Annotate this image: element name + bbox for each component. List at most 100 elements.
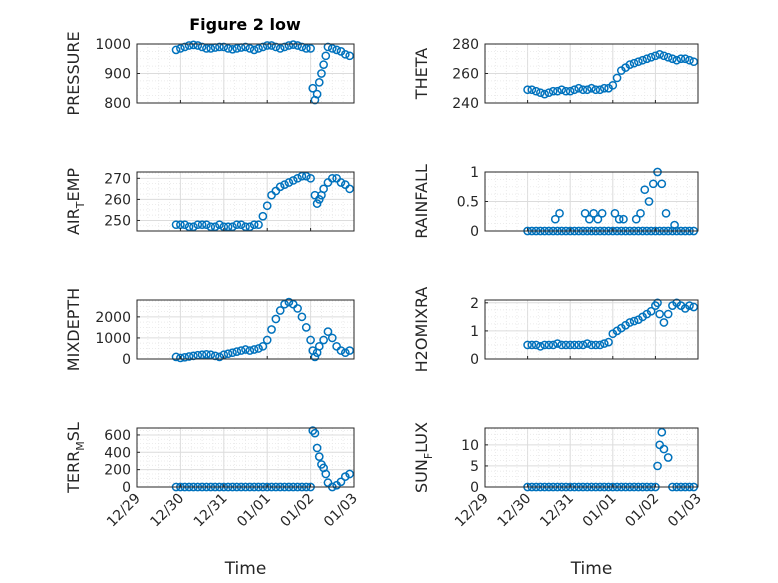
- data-point: [215, 352, 224, 362]
- data-point: [634, 57, 643, 67]
- x-tick-label: 01/01: [234, 491, 274, 531]
- data-point: [236, 220, 246, 230]
- data-point: [280, 180, 289, 189]
- data-point: [646, 306, 656, 316]
- data-point: [668, 54, 677, 64]
- data-point: [574, 340, 584, 350]
- data-point: [206, 350, 216, 360]
- y-axis-label: MIXDEPTH: [64, 288, 83, 371]
- data-point: [536, 88, 545, 98]
- data-point: [544, 340, 554, 350]
- y-tick-label: 0: [122, 480, 131, 496]
- data-point: [636, 208, 645, 218]
- y-axis-label: TERRMSL: [64, 422, 87, 494]
- x-axis-label: Time: [224, 559, 267, 579]
- data-point: [548, 86, 558, 96]
- data-point: [587, 340, 596, 350]
- data-point: [574, 83, 584, 93]
- data-point: [599, 339, 609, 348]
- data-point: [180, 352, 190, 362]
- data-point: [323, 327, 333, 336]
- data-point: [599, 83, 609, 93]
- data-point: [202, 44, 211, 53]
- data-point: [262, 201, 272, 211]
- y-axis-label: AIRTEMP: [64, 168, 87, 235]
- data-point: [189, 40, 198, 50]
- data-point: [249, 45, 259, 55]
- y-tick-label: 400: [104, 445, 131, 461]
- data-point: [327, 333, 337, 343]
- data-point: [280, 299, 289, 309]
- axes-box: [484, 427, 699, 488]
- series-markers: [523, 298, 699, 351]
- data-point: [193, 41, 203, 50]
- data-point: [284, 41, 294, 50]
- data-point: [288, 40, 298, 49]
- data-point: [249, 345, 259, 354]
- data-point: [685, 301, 694, 310]
- data-point: [340, 348, 350, 358]
- subplot-3: 250 260 270 AIRTEMP: [64, 168, 355, 235]
- data-point: [612, 73, 622, 83]
- data-point: [595, 340, 605, 350]
- data-point: [254, 44, 263, 53]
- data-point: [340, 472, 350, 481]
- y-tick-label: 1000: [95, 37, 131, 53]
- data-point: [310, 428, 320, 438]
- data-point: [314, 452, 324, 461]
- data-point: [197, 42, 207, 52]
- data-point: [646, 52, 656, 62]
- x-tick-label: 12/29: [104, 491, 144, 531]
- data-point: [245, 44, 255, 53]
- data-point: [184, 41, 194, 50]
- data-point: [531, 86, 541, 96]
- data-point: [241, 345, 250, 354]
- data-point: [232, 347, 242, 356]
- data-point: [655, 49, 665, 59]
- data-point: [249, 220, 259, 230]
- y-tick-label: 1000: [95, 331, 131, 347]
- data-point: [171, 352, 181, 362]
- data-point: [180, 220, 190, 230]
- figure-title: Figure 2 low: [189, 15, 301, 34]
- data-point: [570, 85, 579, 95]
- y-tick-label: 200: [104, 463, 131, 479]
- data-point: [308, 83, 318, 93]
- axes-background: [485, 300, 698, 359]
- data-point: [262, 41, 272, 50]
- data-point: [223, 44, 233, 53]
- data-point: [171, 45, 181, 55]
- y-tick-label: 0: [470, 224, 479, 240]
- y-axis-label: H2OMIXRA: [412, 287, 431, 373]
- data-point: [258, 211, 268, 221]
- data-point: [540, 89, 549, 99]
- axes-box: [136, 171, 355, 232]
- y-tick-label: 10: [461, 438, 479, 454]
- data-point: [685, 55, 694, 65]
- data-point: [206, 44, 216, 53]
- data-point: [314, 195, 324, 204]
- data-point: [297, 42, 307, 52]
- x-tick-label: 01/02: [278, 491, 318, 531]
- data-point: [670, 220, 679, 230]
- data-point: [321, 51, 331, 61]
- data-point: [638, 55, 647, 65]
- x-tick-label: 12/31: [537, 491, 577, 531]
- data-point: [280, 42, 289, 52]
- data-point: [561, 86, 571, 96]
- y-axis-label: THETA: [412, 48, 431, 100]
- data-point: [184, 222, 194, 232]
- data-point: [345, 184, 355, 194]
- data-point: [619, 214, 628, 224]
- data-point: [241, 222, 250, 232]
- data-point: [642, 54, 652, 64]
- data-point: [306, 335, 315, 345]
- data-point: [223, 222, 233, 232]
- data-point: [651, 51, 660, 61]
- data-point: [271, 42, 281, 52]
- data-point: [625, 60, 635, 70]
- data-point: [640, 185, 650, 195]
- data-point: [310, 352, 320, 362]
- y-axis-label: SUNFLUX: [412, 422, 435, 493]
